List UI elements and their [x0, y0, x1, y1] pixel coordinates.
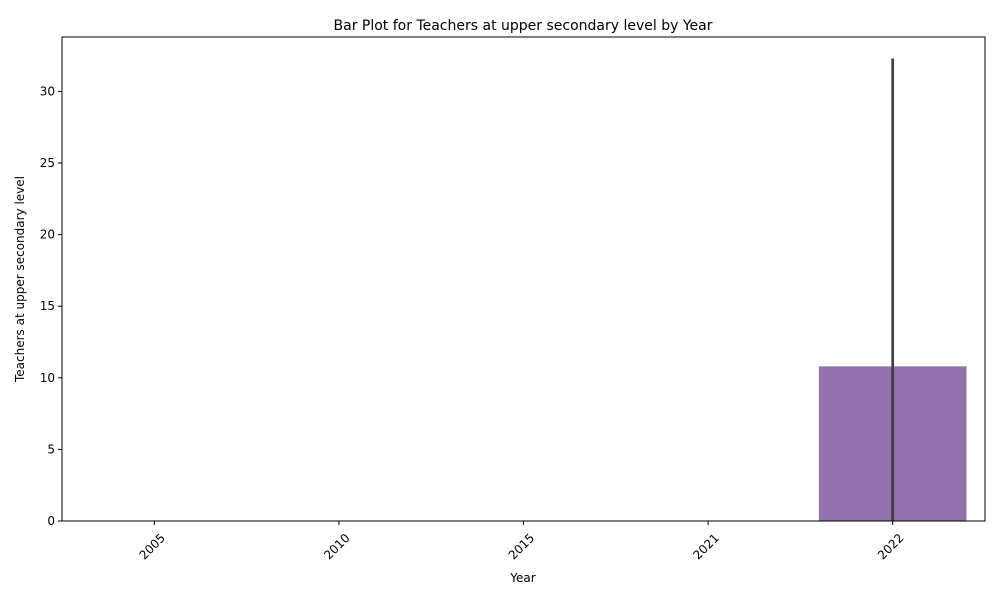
y-tick-label: 30 — [40, 84, 55, 98]
y-axis-label: Teachers at upper secondary level — [13, 176, 27, 383]
y-tick-label: 10 — [40, 371, 55, 385]
x-tick-label: 2005 — [137, 531, 168, 562]
x-tick-label: 2015 — [506, 531, 537, 562]
x-tick-label: 2021 — [690, 531, 721, 562]
plot-area — [818, 58, 967, 521]
y-tick-label: 25 — [40, 156, 55, 170]
y-tick-label: 0 — [47, 514, 55, 528]
y-tick-label: 15 — [40, 299, 55, 313]
y-tick-label: 5 — [47, 442, 55, 456]
x-axis-label: Year — [509, 571, 535, 585]
x-axis-ticks: 2005 2010 2015 2021 2022 — [137, 521, 906, 562]
y-axis-ticks: 0 5 10 15 20 25 30 — [40, 84, 62, 528]
chart-title: Bar Plot for Teachers at upper secondary… — [334, 18, 713, 34]
y-tick-label: 20 — [40, 228, 55, 242]
plot-frame — [61, 36, 986, 522]
x-tick-label: 2022 — [875, 531, 906, 562]
x-tick-label: 2010 — [321, 531, 352, 562]
